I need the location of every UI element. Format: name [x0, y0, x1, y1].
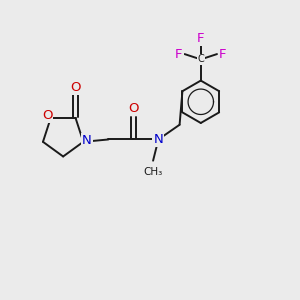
Text: F: F — [175, 48, 182, 61]
Text: F: F — [197, 32, 205, 45]
Text: O: O — [70, 81, 81, 94]
Text: O: O — [128, 102, 139, 116]
Text: N: N — [154, 133, 163, 146]
Text: CH₃: CH₃ — [143, 167, 163, 177]
Text: F: F — [219, 48, 226, 61]
Text: O: O — [42, 109, 52, 122]
Text: N: N — [82, 134, 92, 147]
Text: C: C — [197, 54, 204, 64]
